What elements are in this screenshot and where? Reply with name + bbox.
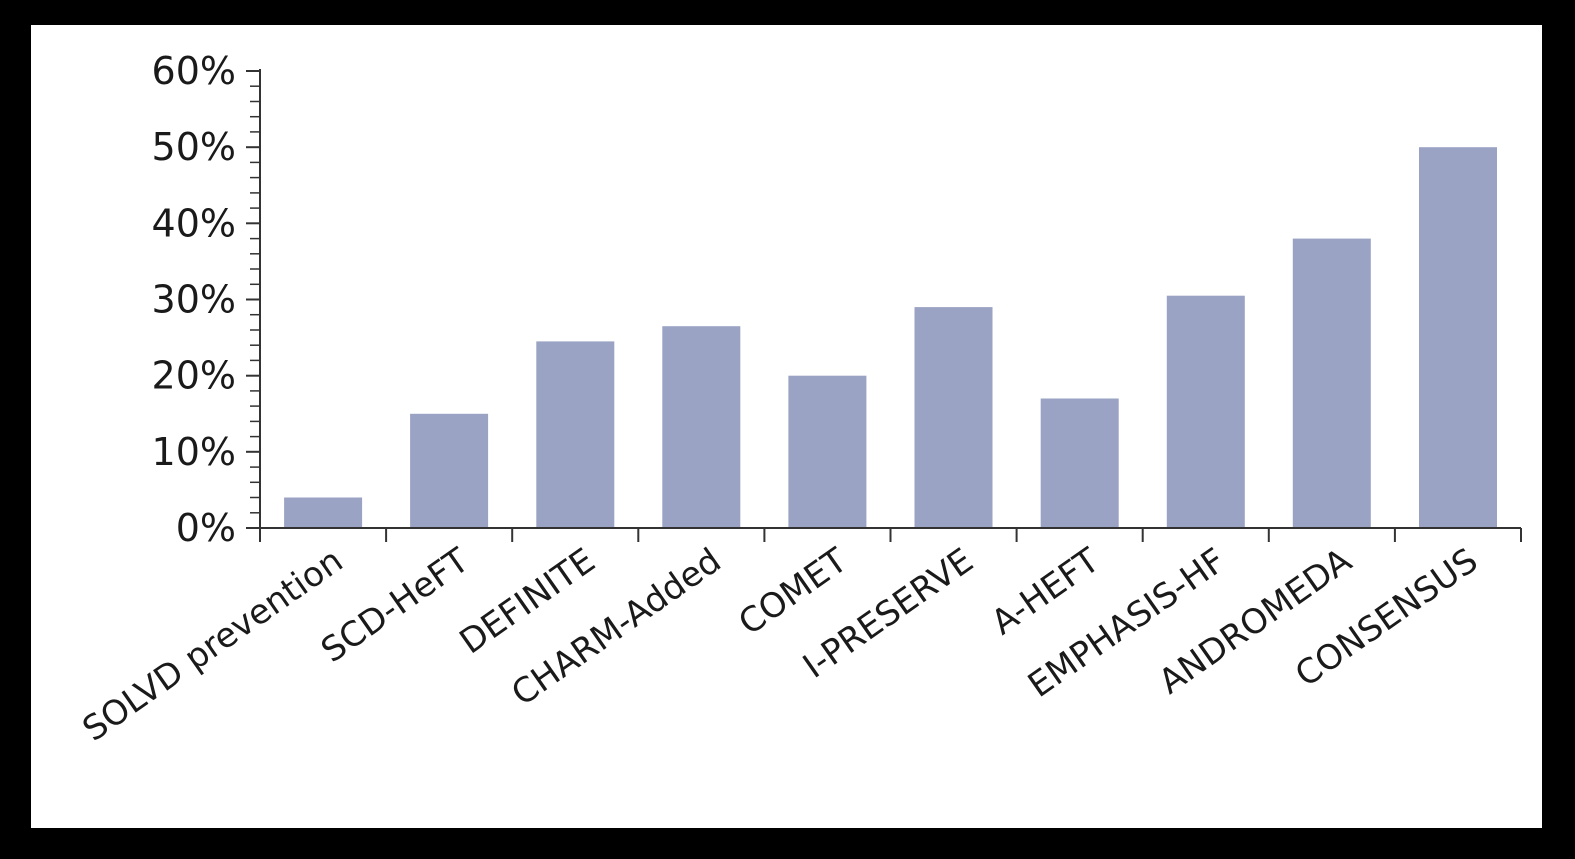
y-tick-label: 40% — [152, 201, 236, 245]
bar-4 — [788, 375, 867, 528]
bar-5 — [914, 307, 993, 528]
y-tick-label: 0% — [176, 506, 236, 550]
x-axis: SOLVD preventionSCD-HeFTDEFINITECHARM-Ad… — [76, 527, 1522, 750]
y-axis: 0% 10% 20% 30% 40% 50% 60% — [152, 49, 261, 550]
bar-9 — [1419, 147, 1497, 528]
bar-3 — [662, 326, 741, 528]
x-category-label: CHARM-Added — [505, 541, 729, 715]
chart-area: 0% 10% 20% 30% 40% 50% 60% SOLVD prevention SCD… — [31, 25, 1542, 828]
bar-2 — [536, 341, 615, 528]
bar-0 — [284, 497, 363, 528]
y-tick-label: 50% — [152, 125, 236, 169]
bar-7 — [1166, 295, 1245, 528]
bar-6 — [1040, 398, 1119, 528]
y-tick-label: 20% — [152, 354, 236, 398]
y-tick-label: 60% — [152, 49, 236, 93]
y-tick-label: 30% — [152, 278, 236, 322]
x-category-label: SOLVD prevention — [76, 541, 351, 750]
y-tick-label: 10% — [152, 430, 236, 474]
bar-8 — [1292, 238, 1371, 528]
bar-chart: 0% 10% 20% 30% 40% 50% 60% SOLVD preventionSCD… — [76, 49, 1522, 750]
bars — [284, 147, 1497, 529]
bar-1 — [410, 413, 489, 529]
